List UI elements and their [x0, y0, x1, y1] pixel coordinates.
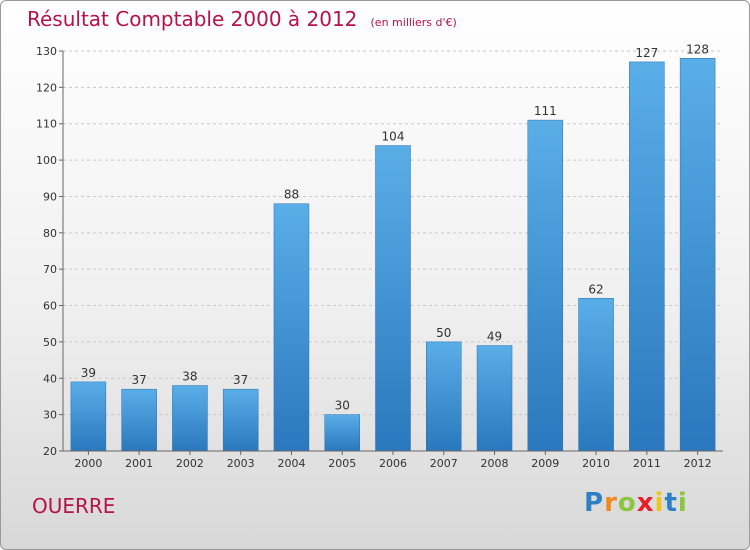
bar-value-label: 62 [588, 282, 603, 296]
proxiti-logo: Proxiti [584, 488, 688, 518]
bar-value-label: 38 [182, 370, 197, 384]
chart-title: Résultat Comptable 2000 à 2012 [27, 7, 358, 31]
bar [222, 388, 259, 452]
y-tick-label: 40 [43, 372, 57, 385]
y-tick-label: 50 [43, 336, 57, 349]
x-tick-label: 2010 [582, 457, 610, 470]
y-tick-label: 80 [43, 227, 57, 240]
y-tick-label: 100 [36, 154, 57, 167]
bar [70, 381, 107, 452]
logo-letter: i [654, 488, 665, 518]
x-tick-label: 2007 [430, 457, 458, 470]
bar [679, 58, 716, 452]
bar [527, 119, 564, 452]
bar-value-label: 37 [233, 373, 248, 387]
bar-value-label: 104 [382, 130, 405, 144]
y-tick-label: 110 [36, 118, 57, 131]
bar [273, 203, 310, 452]
chart-title-row: Résultat Comptable 2000 à 2012 (en milli… [27, 7, 457, 31]
bar [324, 414, 360, 452]
logo-letter: i [677, 488, 688, 518]
bar [629, 61, 665, 452]
bar-value-label: 50 [436, 326, 451, 340]
logo-letter: x [636, 488, 655, 518]
bar-value-label: 30 [335, 399, 350, 413]
x-tick-label: 2001 [125, 457, 153, 470]
x-tick-label: 2003 [227, 457, 255, 470]
logo-letter: P [584, 488, 605, 518]
y-tick-label: 70 [43, 263, 57, 276]
x-tick-label: 2000 [74, 457, 102, 470]
location-label: OUERRE [32, 494, 116, 518]
bar [476, 345, 513, 452]
logo-letter: r [604, 488, 618, 518]
bar-value-label: 49 [487, 330, 502, 344]
bar-value-label: 39 [81, 366, 96, 380]
x-tick-label: 2006 [379, 457, 407, 470]
y-tick-label: 30 [43, 409, 57, 422]
bar [121, 388, 157, 452]
bar-value-label: 88 [284, 188, 299, 202]
bar [578, 298, 614, 452]
bar-value-label: 111 [534, 104, 557, 118]
y-tick-label: 130 [36, 45, 57, 58]
x-tick-label: 2008 [481, 457, 509, 470]
x-tick-label: 2009 [531, 457, 559, 470]
y-tick-label: 120 [36, 81, 57, 94]
x-tick-label: 2012 [684, 457, 712, 470]
x-tick-label: 2005 [328, 457, 356, 470]
bar-value-label: 128 [686, 42, 709, 56]
bar [426, 341, 462, 452]
x-tick-label: 2002 [176, 457, 204, 470]
bar-value-label: 127 [635, 46, 658, 60]
y-tick-label: 90 [43, 190, 57, 203]
x-tick-label: 2004 [277, 457, 305, 470]
logo-letter: o [617, 488, 637, 518]
y-tick-label: 60 [43, 300, 57, 313]
x-tick-label: 2011 [633, 457, 661, 470]
bar [375, 145, 411, 452]
logo-letter: t [664, 488, 678, 518]
chart-subtitle: (en milliers d'€) [370, 16, 457, 29]
bar [172, 385, 208, 452]
y-tick-label: 20 [43, 445, 57, 458]
bar-value-label: 37 [132, 373, 147, 387]
